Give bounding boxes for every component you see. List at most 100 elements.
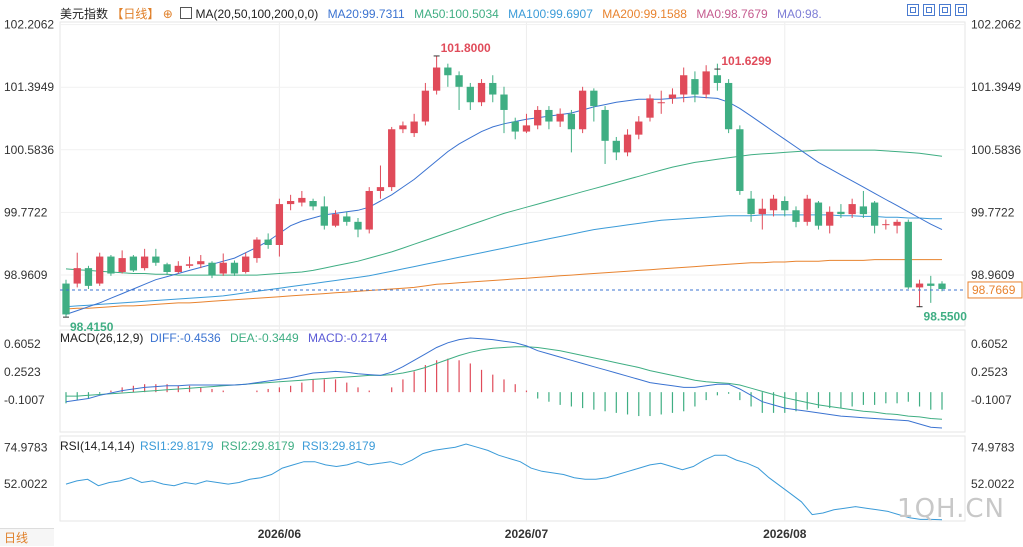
ma200-line — [65, 259, 942, 310]
candle-body — [264, 239, 272, 245]
candle-body — [107, 256, 115, 274]
low2-annotation: 98.5500 — [924, 310, 968, 324]
y-tick-label-left: 98.9609 — [4, 268, 48, 282]
candle-body — [792, 210, 800, 222]
settings-icon[interactable]: ⊕ — [162, 7, 173, 21]
candle-body — [713, 75, 722, 83]
rsi-tick-left: 52.0022 — [4, 477, 48, 491]
ma20-value: MA20:99.7311 — [327, 7, 405, 21]
header-legend: 美元指数 【日线】 ⊕ MA(20,50,100,200,0,0) MA20:9… — [60, 6, 822, 22]
candle-body — [331, 214, 340, 226]
candle-body — [500, 94, 508, 110]
candle-body — [388, 129, 396, 188]
y-tick-label-right: 98.9609 — [971, 268, 1015, 282]
candle-body — [242, 256, 250, 272]
candle-body — [421, 90, 430, 122]
high-annotation: 101.8000 — [441, 41, 491, 55]
candle-body — [298, 197, 306, 203]
last-price-tag — [967, 281, 1023, 299]
rsi-tick-left: 74.9783 — [4, 440, 48, 454]
candle-body — [534, 109, 542, 126]
macd-tick-left: 0.6052 — [4, 337, 41, 351]
candle-body — [253, 239, 261, 259]
candle-body — [208, 262, 216, 276]
macd-diff-line — [65, 337, 943, 429]
candle-body — [84, 268, 93, 286]
ma100-value: MA100:99.6907 — [508, 7, 593, 21]
candle-body — [702, 71, 710, 95]
candle-body — [623, 134, 632, 153]
candle-body — [826, 211, 834, 226]
candle-body — [365, 190, 373, 230]
fullscreen-icon[interactable] — [955, 4, 967, 16]
zoom-in-icon[interactable] — [907, 4, 919, 16]
candle-body — [545, 109, 553, 122]
candle-body — [152, 256, 160, 263]
candle-body — [163, 264, 171, 272]
x-tick-label: 2026/08 — [763, 527, 807, 541]
candle-body — [668, 94, 677, 99]
macd-dea-label: DEA:-0.3449 — [230, 331, 299, 345]
ma0-value-a: MA0:98.7679 — [696, 7, 768, 21]
macd-value-label: MACD:-0.2174 — [308, 331, 388, 345]
ma-params: MA(20,50,100,200,0,0) — [195, 7, 319, 21]
macd-tick-right: -0.1007 — [971, 393, 1012, 407]
candle-body — [275, 204, 284, 245]
panel-frame-1 — [59, 329, 966, 433]
y-tick-label-left: 100.5836 — [4, 143, 54, 157]
candle-body — [927, 283, 935, 286]
x-tick-label: 2026/06 — [258, 527, 302, 541]
zoom-out-icon[interactable] — [923, 4, 935, 16]
candle-body — [781, 201, 789, 211]
candle-body — [174, 265, 182, 272]
chart-icon — [180, 7, 193, 19]
candle-body — [938, 283, 946, 289]
layout-icon[interactable] — [939, 4, 951, 16]
candle-body — [578, 90, 587, 130]
candle-body — [354, 221, 362, 230]
candle-body — [230, 262, 239, 274]
candle-body — [904, 221, 912, 288]
candle-body — [410, 121, 418, 134]
watermark: 1QH.CN — [897, 494, 1005, 524]
candle-body — [455, 75, 463, 87]
candle-body — [758, 208, 766, 215]
candle-body — [140, 256, 149, 269]
candle-body — [185, 264, 194, 266]
panel-frame-0 — [59, 21, 966, 327]
candle-body — [612, 140, 620, 153]
candle-body — [915, 283, 924, 288]
candle-body — [62, 283, 70, 315]
symbol-name: 美元指数 — [60, 7, 109, 21]
candle-body — [129, 256, 138, 271]
rsi-label: RSI(14,14,14) — [60, 439, 135, 453]
macd-tick-right: 0.2523 — [971, 365, 1008, 379]
candle-body — [646, 98, 654, 118]
candle-body — [556, 113, 564, 122]
y-tick-label-right: 99.7722 — [971, 205, 1015, 219]
candle-body — [635, 121, 643, 135]
candle-body — [814, 202, 823, 226]
y-tick-label-right: 100.5836 — [971, 143, 1021, 157]
macd-dea-line — [66, 346, 943, 420]
y-tick-label-left: 99.7722 — [4, 205, 48, 219]
candle-body — [747, 198, 755, 215]
last-price-label: 98.7669 — [972, 283, 1016, 297]
candle-body — [376, 187, 385, 191]
y-tick-label-right: 101.3949 — [971, 80, 1021, 94]
candle-body — [893, 221, 901, 226]
high2-annotation: 101.6299 — [721, 54, 771, 68]
candle-body — [118, 258, 126, 272]
candle-body — [197, 261, 205, 265]
rsi-line — [65, 443, 943, 521]
period-label[interactable]: 【日线】 — [111, 7, 160, 21]
macd-diff-label: DIFF:-0.4536 — [150, 331, 221, 345]
candle-body — [219, 262, 227, 274]
tab-daily[interactable]: 日线 — [0, 528, 54, 546]
candle-body — [837, 211, 845, 215]
candle-body — [724, 82, 733, 130]
rsi-tick-right: 74.9783 — [971, 440, 1015, 454]
candle-body — [848, 204, 856, 215]
candle-body — [73, 268, 81, 284]
